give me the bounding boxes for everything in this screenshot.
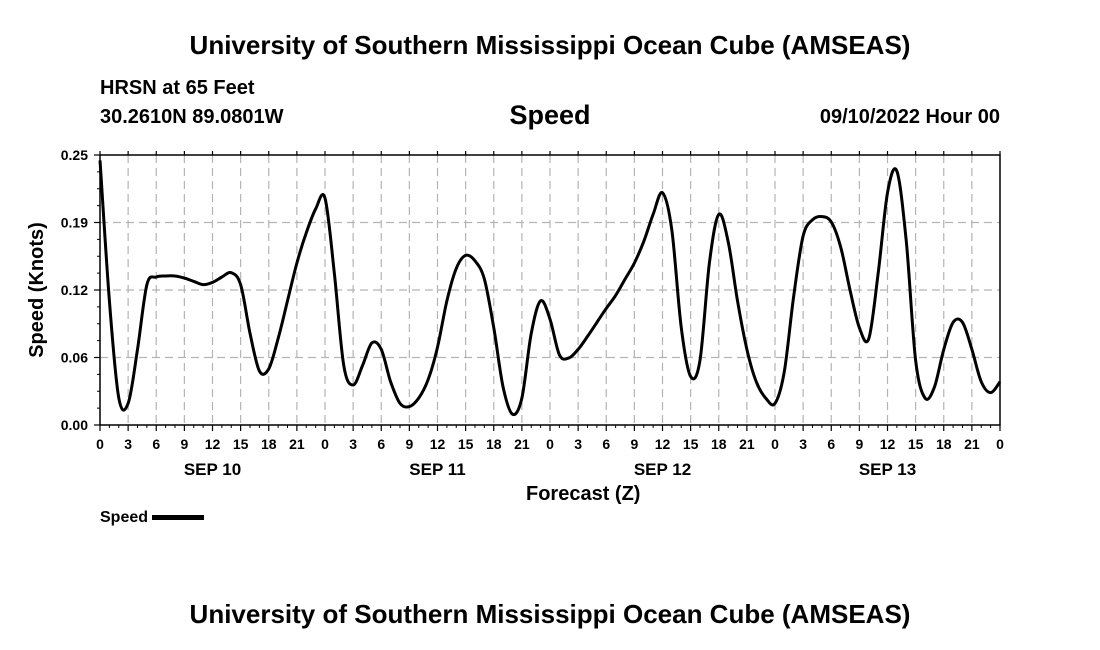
- day-label: SEP 13: [859, 460, 916, 479]
- legend-swatch: [152, 515, 205, 521]
- grid: [100, 155, 1000, 425]
- x-tick-label: 12: [205, 436, 221, 452]
- x-tick-label: 6: [827, 436, 835, 452]
- x-tick-label: 3: [124, 436, 132, 452]
- legend-label: Speed: [100, 509, 149, 526]
- day-label: SEP 10: [184, 460, 241, 479]
- y-axis-title: Speed (Knots): [26, 222, 48, 358]
- page-title: University of Southern Mississippi Ocean…: [189, 30, 911, 60]
- x-axis-title: Forecast (Z): [526, 483, 640, 505]
- x-axis-tick-labels: 0 3 6 9 12 15 18 21 0 3 6 9 12 15 18 21 0 3 6 9 12 15 18 21 0 3 6 9…: [96, 436, 1004, 452]
- footer-title: University of Southern Mississippi Ocean…: [189, 599, 911, 629]
- day-label: SEP 12: [634, 460, 691, 479]
- forecast-datetime: 09/10/2022 Hour 00: [819, 106, 1000, 128]
- x-tick-label: 21: [289, 436, 305, 452]
- x-tick-label: 21: [739, 436, 755, 452]
- axis-ticks: [94, 151, 1001, 431]
- coordinates-label: 30.2610N 89.0801W: [100, 106, 284, 128]
- x-tick-label: 21: [964, 436, 980, 452]
- x-tick-label: 6: [152, 436, 160, 452]
- station-label: HRSN at 65 Feet: [100, 77, 255, 99]
- x-tick-label: 3: [574, 436, 582, 452]
- x-tick-label: 9: [405, 436, 413, 452]
- day-label: SEP 11: [409, 460, 465, 479]
- x-tick-label: 15: [233, 436, 249, 452]
- chart-title: Speed: [509, 100, 591, 130]
- x-tick-label: 12: [655, 436, 671, 452]
- x-tick-label: 21: [514, 436, 530, 452]
- x-tick-label: 15: [683, 436, 699, 452]
- x-tick-label: 0: [96, 436, 104, 452]
- x-tick-label: 0: [546, 436, 554, 452]
- y-axis-tick-labels: 0.00 0.06 0.12 0.19 0.25: [61, 147, 88, 433]
- day-labels: SEP 10 SEP 11 SEP 12 SEP 13: [184, 460, 916, 479]
- x-tick-label: 3: [799, 436, 807, 452]
- speed-series-line: [98, 160, 1002, 417]
- x-tick-label: 18: [711, 436, 727, 452]
- x-tick-label: 0: [771, 436, 779, 452]
- x-tick-label: 18: [261, 436, 277, 452]
- x-tick-label: 12: [880, 436, 896, 452]
- x-tick-label: 18: [486, 436, 502, 452]
- x-tick-label: 0: [321, 436, 329, 452]
- x-tick-label: 9: [180, 436, 188, 452]
- y-tick-label: 0.25: [61, 147, 88, 163]
- x-tick-label: 6: [602, 436, 610, 452]
- x-tick-label: 9: [855, 436, 863, 452]
- x-tick-label: 6: [377, 436, 385, 452]
- y-tick-label: 0.12: [61, 282, 88, 298]
- legend: Speed: [100, 509, 205, 527]
- x-tick-label: 15: [458, 436, 474, 452]
- x-tick-label: 18: [936, 436, 952, 452]
- x-tick-label: 9: [630, 436, 638, 452]
- y-tick-label: 0.00: [61, 417, 88, 433]
- x-tick-label: 3: [349, 436, 357, 452]
- x-tick-label: 15: [908, 436, 924, 452]
- y-tick-label: 0.19: [61, 215, 88, 231]
- x-tick-label: 0: [996, 436, 1004, 452]
- x-tick-label: 12: [430, 436, 446, 452]
- y-tick-label: 0.06: [61, 350, 88, 366]
